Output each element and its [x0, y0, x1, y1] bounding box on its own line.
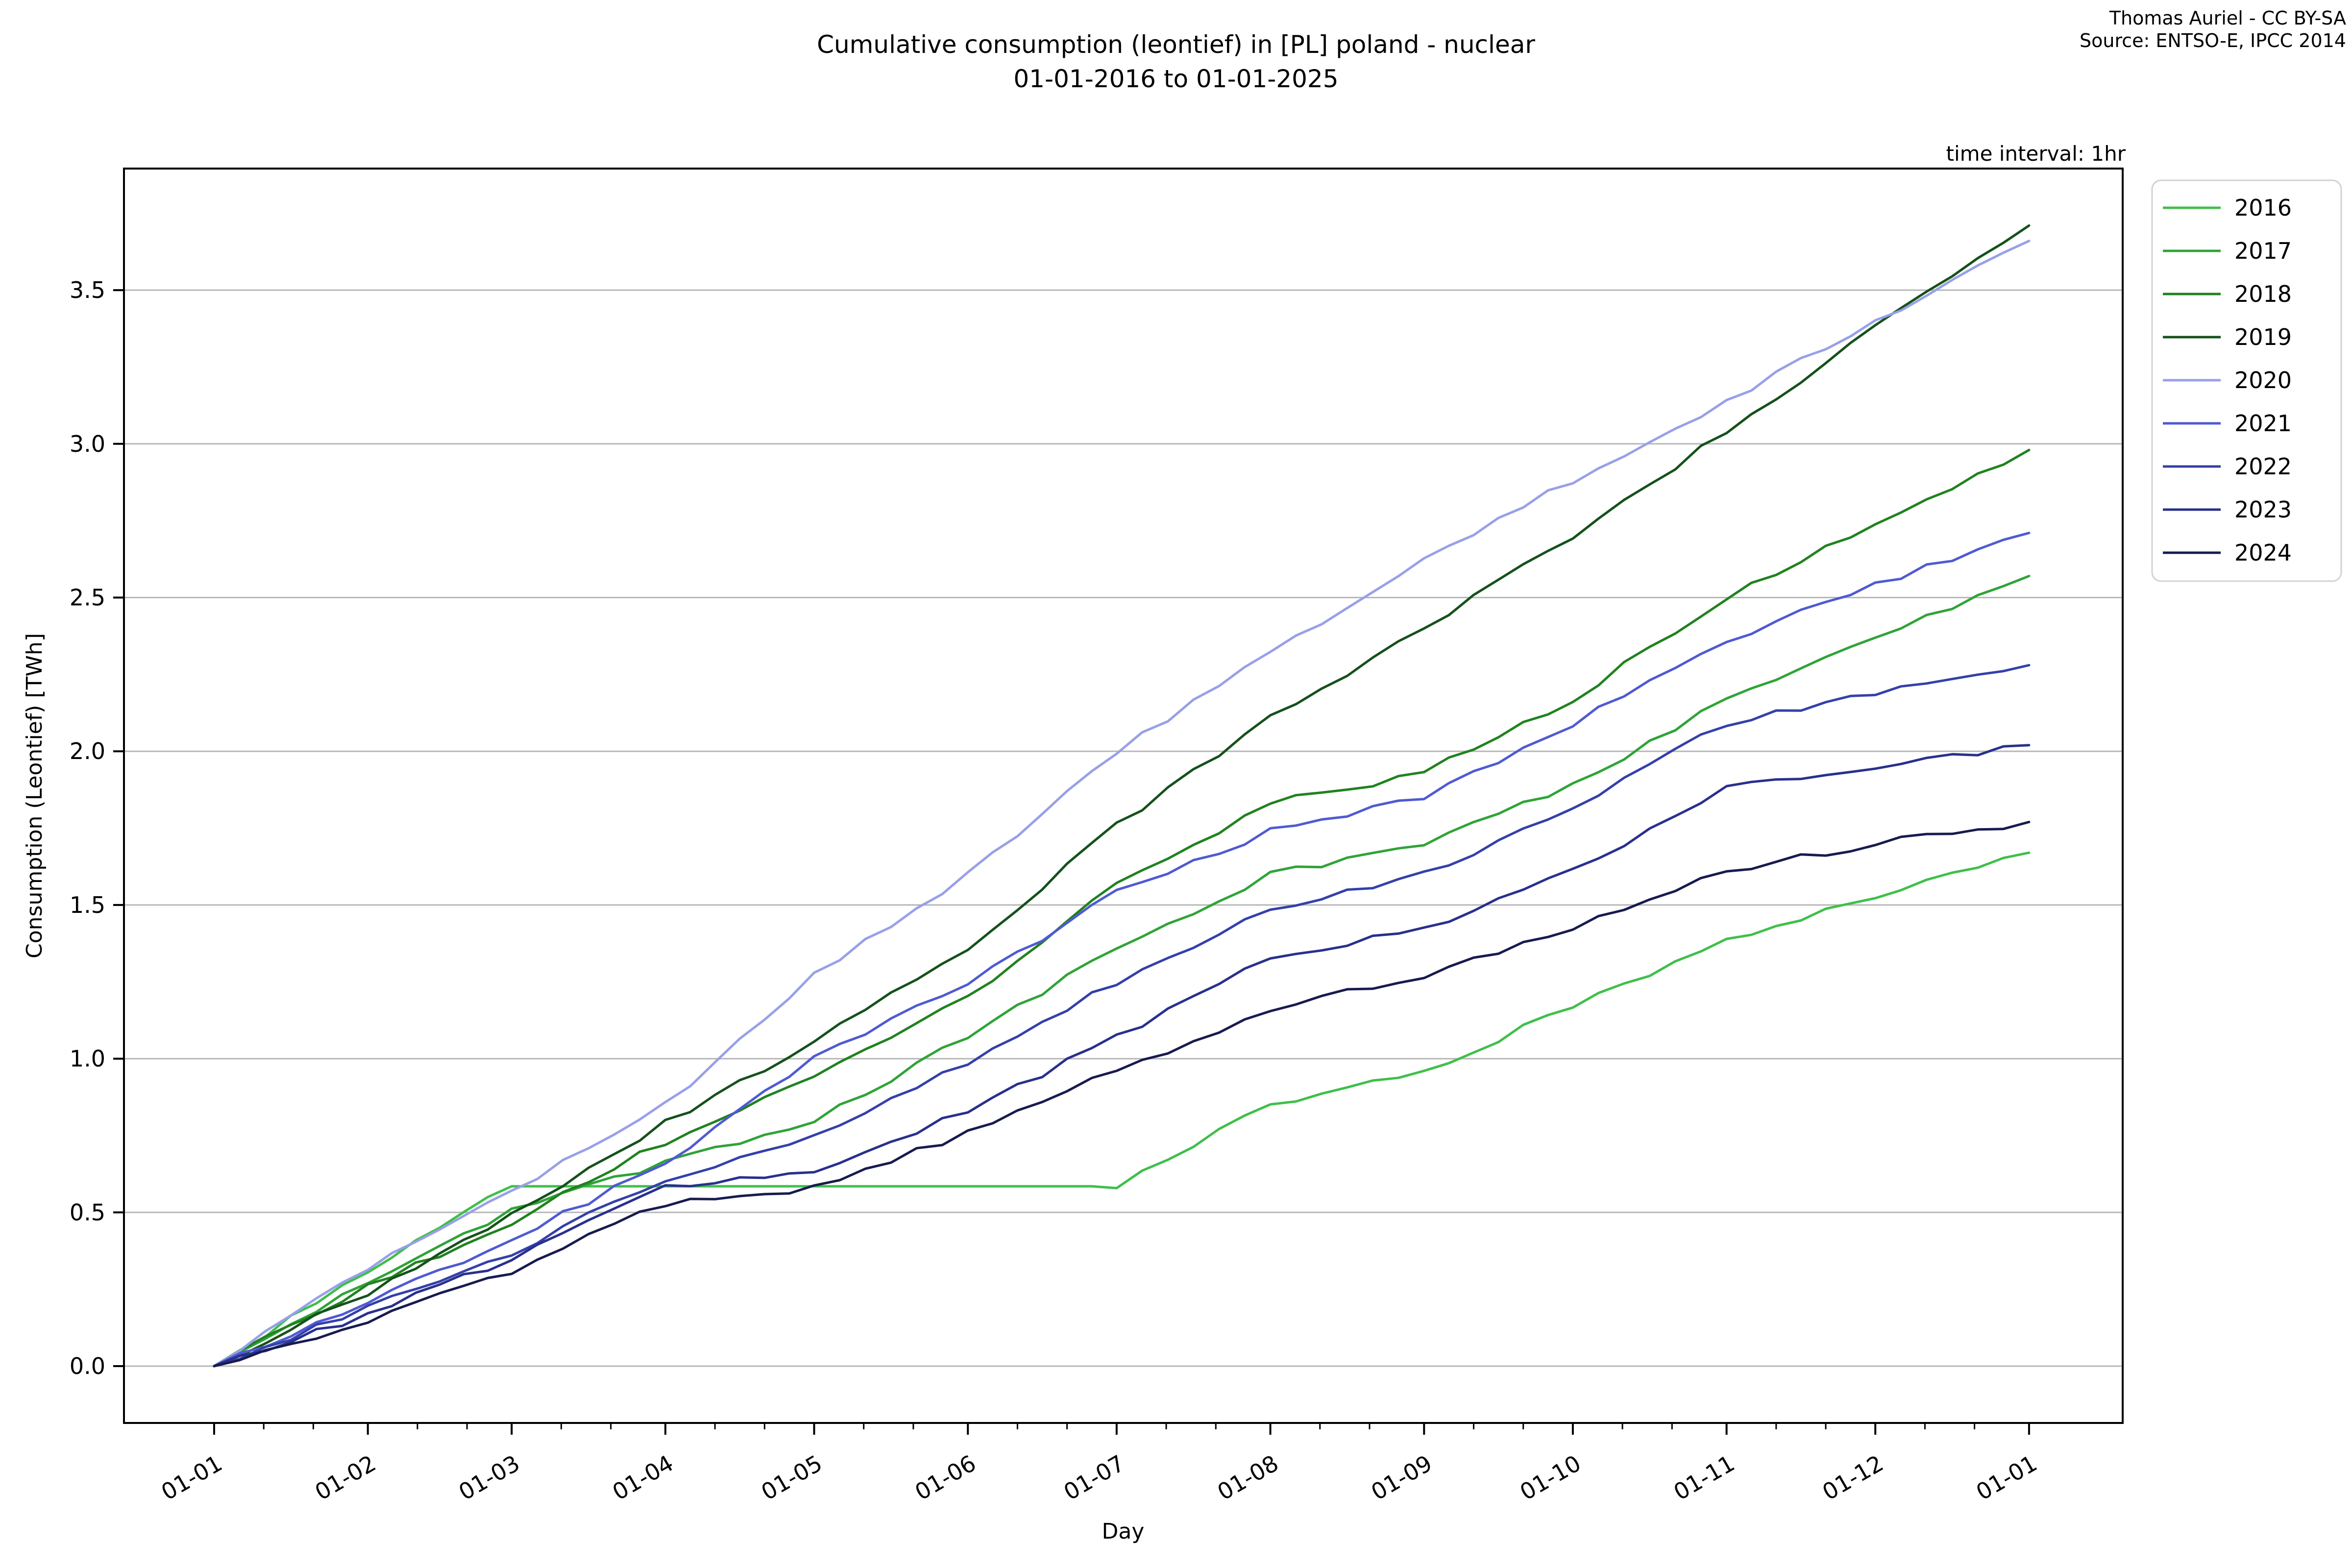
y-tick-label-1.0: 1.0 — [70, 1046, 105, 1072]
x-tick-label-6: 01-07 — [1059, 1450, 1129, 1506]
x-tick-label-12: 01-01 — [1972, 1450, 2042, 1506]
x-tick-label-3: 01-04 — [608, 1450, 678, 1506]
series-line-2019 — [213, 224, 2031, 1368]
legend-entry-2018: 2018 — [2163, 281, 2292, 307]
legend-entry-2016: 2016 — [2163, 195, 2292, 221]
legend-label-2018: 2018 — [2234, 281, 2292, 307]
x-tick-label-8: 01-09 — [1367, 1450, 1437, 1506]
series-lines — [213, 224, 2031, 1368]
x-tick-label-0: 01-01 — [157, 1450, 227, 1506]
chart-title-line2: 01-01-2016 to 01-01-2025 — [1013, 65, 1338, 93]
legend-entry-2022: 2022 — [2163, 453, 2292, 480]
legend-label-2021: 2021 — [2234, 410, 2292, 437]
y-tick-label-3.5: 3.5 — [70, 277, 105, 303]
series-line-2021 — [213, 532, 2031, 1368]
legend: 2016 2017 2018 2019 2020 2021 2022 2023 2024 — [2151, 179, 2342, 582]
x-tick-label-10: 01-11 — [1669, 1450, 1739, 1506]
series-line-2022 — [213, 664, 2031, 1368]
attribution-line2: Source: ENTSO-E, IPCC 2014 — [2080, 30, 2346, 51]
legend-entry-2019: 2019 — [2163, 324, 2292, 350]
legend-label-2023: 2023 — [2234, 496, 2292, 523]
x-tick-label-1: 01-02 — [310, 1450, 380, 1506]
legend-box — [2151, 179, 2342, 582]
y-tick-label-2.0: 2.0 — [70, 738, 105, 764]
legend-label-2022: 2022 — [2234, 453, 2292, 480]
legend-label-2017: 2017 — [2234, 238, 2292, 264]
time-interval-annotation: time interval: 1hr — [1946, 142, 2126, 166]
x-axis-label: Day — [1102, 1519, 1145, 1544]
attribution-line1: Thomas Auriel - CC BY-SA — [2109, 7, 2346, 29]
legend-label-2016: 2016 — [2234, 195, 2292, 221]
y-axis-label: Consumption (Leontief) [TWh] — [22, 633, 47, 958]
y-axis: 0.0 0.5 1.0 1.5 2.0 2.5 3.0 3.5 — [70, 277, 124, 1379]
series-line-2020 — [213, 240, 2031, 1368]
series-line-2016 — [213, 851, 2031, 1368]
gridlines — [124, 289, 2123, 1367]
y-tick-label-0.5: 0.5 — [70, 1199, 105, 1225]
series-line-2017 — [213, 575, 2031, 1368]
series-line-2023 — [213, 744, 2031, 1368]
legend-entry-2023: 2023 — [2163, 496, 2292, 523]
x-tick-label-7: 01-08 — [1213, 1450, 1283, 1506]
chart-title-line1: Cumulative consumption (leontief) in [PL… — [817, 30, 1535, 59]
x-tick-label-11: 01-12 — [1818, 1450, 1888, 1506]
y-tick-label-0.0: 0.0 — [70, 1353, 105, 1379]
x-tick-label-9: 01-10 — [1516, 1450, 1586, 1506]
y-tick-label-2.5: 2.5 — [70, 585, 105, 611]
legend-label-2020: 2020 — [2234, 367, 2292, 393]
legend-entry-2017: 2017 — [2163, 238, 2292, 264]
plot-border — [123, 168, 2124, 1424]
legend-label-2019: 2019 — [2234, 324, 2292, 350]
series-line-2018 — [213, 448, 2031, 1368]
x-tick-label-4: 01-05 — [757, 1450, 827, 1506]
legend-entry-2024: 2024 — [2163, 539, 2292, 566]
legend-entry-2020: 2020 — [2163, 367, 2292, 393]
legend-label-2024: 2024 — [2234, 539, 2292, 566]
y-tick-label-1.5: 1.5 — [70, 892, 105, 918]
x-axis: 01-01 01-02 01-03 01-04 01-05 01-06 01-07 01-08… — [157, 1423, 2042, 1506]
x-tick-label-2: 01-03 — [454, 1450, 524, 1506]
y-tick-label-3.0: 3.0 — [70, 431, 105, 457]
series-line-2024 — [213, 821, 2031, 1368]
x-tick-label-5: 01-06 — [910, 1450, 980, 1506]
legend-entry-2021: 2021 — [2163, 410, 2292, 437]
